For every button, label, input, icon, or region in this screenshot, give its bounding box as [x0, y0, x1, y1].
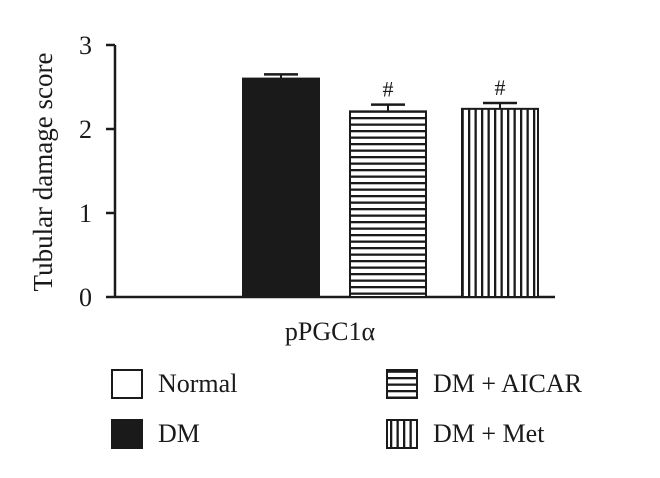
legend: Normal DM DM + AICAR DM + Met	[111, 369, 583, 449]
legend-swatch-dm-met	[386, 419, 418, 449]
y-tick-label: 1	[79, 199, 92, 228]
bars: # #	[242, 73, 539, 298]
significance-marker-dm-aicar: #	[383, 77, 394, 102]
bar-dm-met	[461, 107, 539, 298]
bar-dm	[242, 77, 320, 298]
bar-dm-aicar	[349, 110, 427, 298]
y-tick-label: 0	[79, 283, 92, 312]
y-tick-label: 3	[79, 31, 92, 60]
legend-label-dm-aicar: DM + AICAR	[433, 369, 583, 398]
significance-marker-dm-met: #	[495, 75, 506, 100]
y-tick-label: 2	[79, 115, 92, 144]
legend-swatch-normal	[111, 369, 143, 399]
legend-swatch-dm-aicar	[386, 369, 418, 399]
y-axis-label: Tubular damage score	[28, 53, 58, 292]
legend-swatch-dm	[111, 419, 143, 449]
legend-label-normal: Normal	[158, 369, 237, 398]
legend-label-dm: DM	[158, 419, 200, 448]
x-axis-label: pPGC1α	[285, 317, 376, 346]
legend-label-dm-met: DM + Met	[433, 419, 545, 448]
y-ticks: 0 1 2 3	[79, 31, 115, 312]
